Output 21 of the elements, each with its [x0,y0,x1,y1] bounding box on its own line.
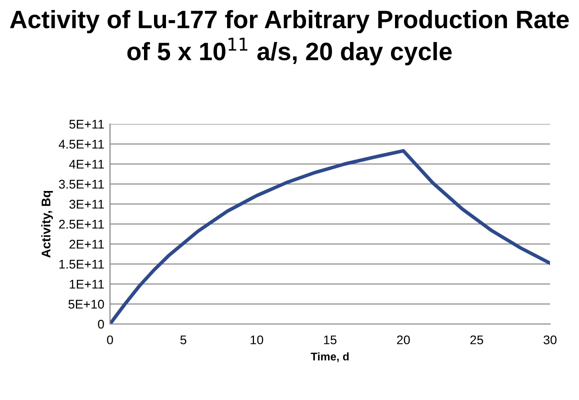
y-tick-label: 4E+11 [69,160,104,169]
x-tick-label: 10 [250,335,264,344]
y-axis-title: Activity, Bq [41,190,53,258]
y-tick-label: 5E+11 [69,120,104,129]
y-tick-label: 0 [98,320,104,329]
y-tick-label: 3E+11 [69,200,104,209]
y-tick-label: 2E+11 [70,240,104,249]
x-tick-label: 20 [397,335,410,344]
x-tick-label: 5 [180,336,186,344]
chart-title: Activity of Lu-177 for Arbitrary Production Rate of 5 x 10$^{11}$ a/s, 20 day cycle [10,10,569,66]
y-tick-label: 5E+10 [68,300,104,309]
x-tick-label: 30 [544,335,557,344]
x-tick-label: 25 [470,335,484,344]
x-tick-label: 15 [324,336,336,344]
x-tick-label: 0 [107,335,113,344]
y-tick-label: 1.5E+11 [59,260,104,269]
y-tick-label: 3.5E+11 [58,180,104,189]
y-tick-label: 4.5E+11 [58,140,104,149]
y-tick-label: 2.5E+11 [59,220,104,229]
x-axis-title: Time, d [310,352,349,362]
y-tick-label: 1E+11 [70,280,104,289]
